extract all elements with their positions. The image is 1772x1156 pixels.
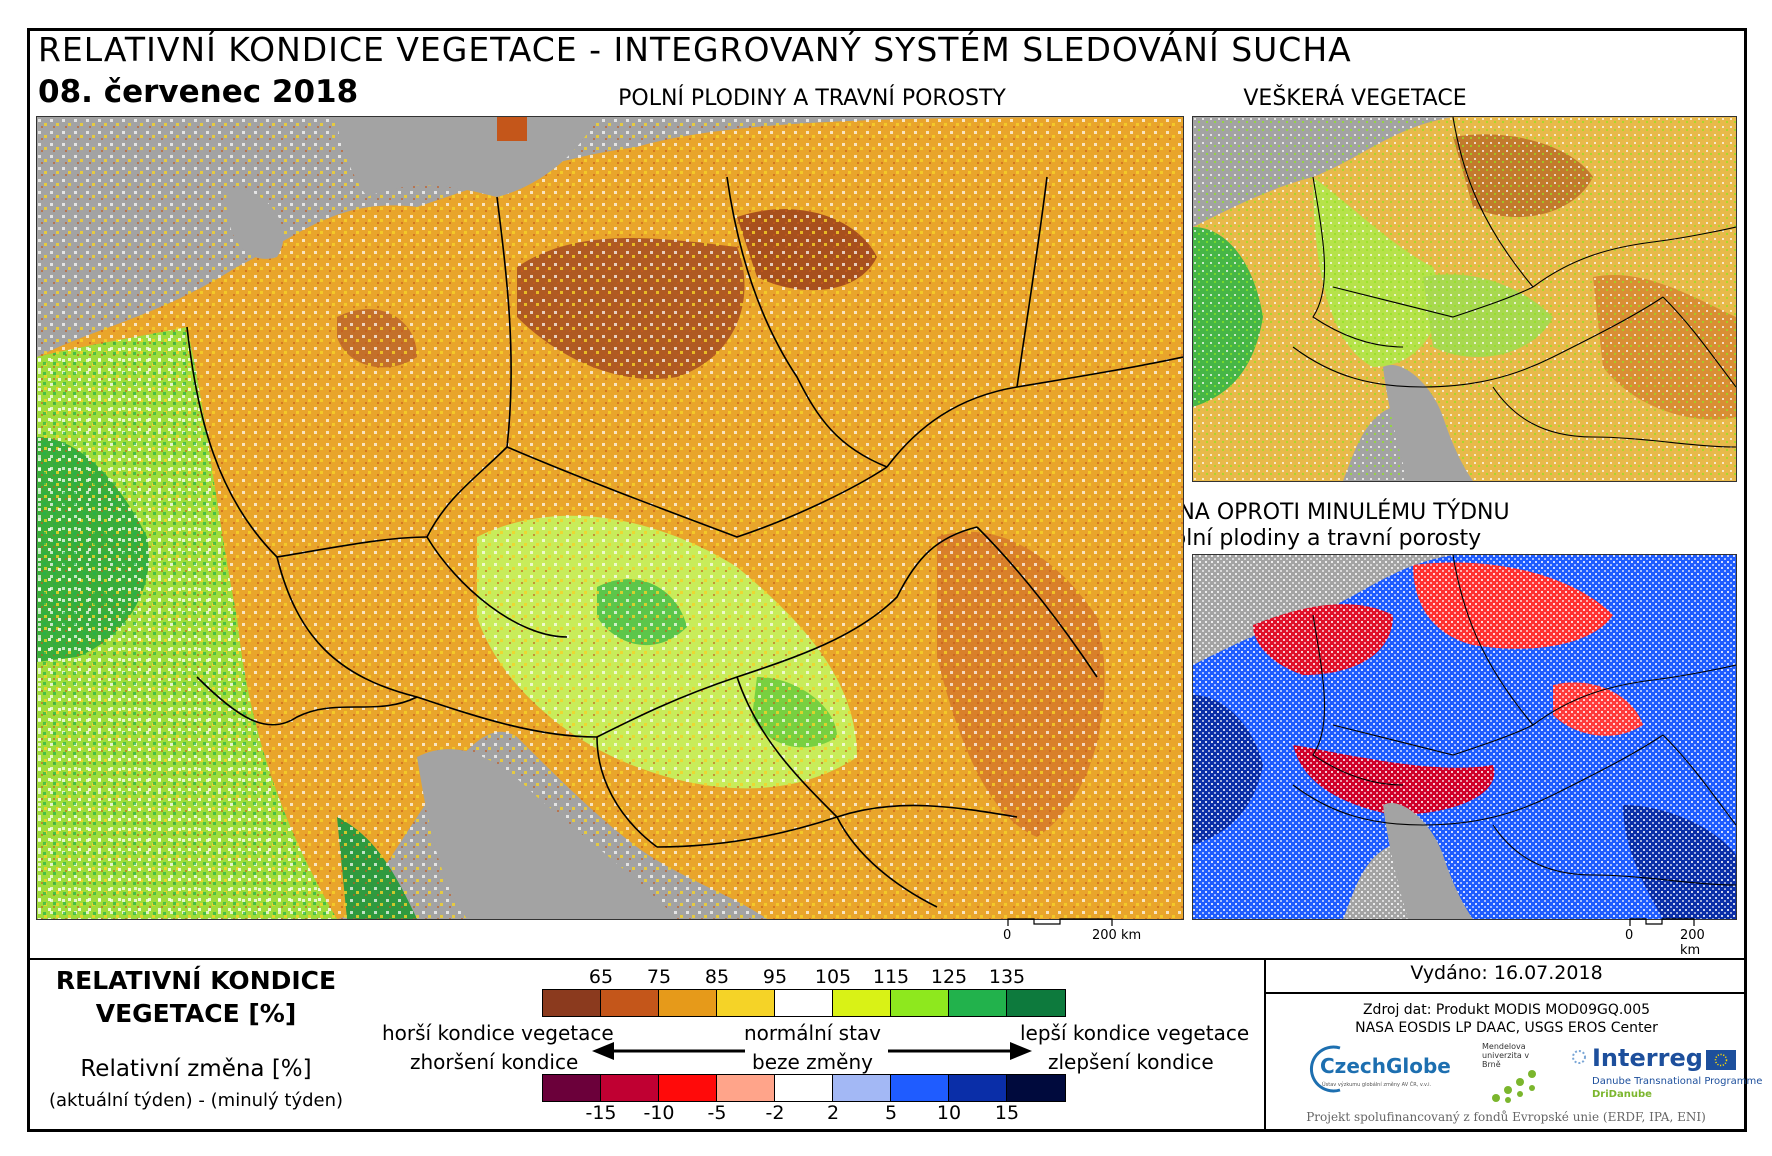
report-date: 08. červenec 2018: [38, 74, 359, 110]
legend-title-line2: VEGETACE [%]: [95, 999, 297, 1028]
page-title: RELATIVNÍ KONDICE VEGETACE - INTEGROVANÝ…: [38, 30, 1352, 69]
interreg-sun-icon: [1572, 1050, 1586, 1064]
change-tick-label: 15: [994, 1102, 1020, 1124]
condition-swatch: [659, 990, 717, 1016]
eu-funding-note: Projekt spolufinancovaný z fondů Evropsk…: [1306, 1110, 1706, 1124]
change-tick-label: -15: [585, 1102, 617, 1124]
normal-state-label: normální stav: [744, 1021, 882, 1045]
change-swatch: [775, 1075, 833, 1101]
change-scale-bar: 0 200 km: [1624, 916, 1724, 958]
condition-swatch: [891, 990, 949, 1016]
data-source-line1: Zdroj dat: Produkt MODIS MOD09GQ.005: [1362, 1002, 1651, 1018]
change-tick-label: 10: [936, 1102, 962, 1124]
change-tick-label: -2: [765, 1102, 785, 1124]
left-arrow-icon: [592, 1042, 745, 1060]
no-change-label: beze změny: [752, 1050, 873, 1074]
weekly-change-map: [1192, 554, 1737, 920]
change-tick-label: 5: [884, 1102, 898, 1124]
change-map-label-line2: polní plodiny a travní porosty: [1158, 526, 1482, 551]
data-source-line2: NASA EOSDIS LP DAAC, USGS EROS Center: [1355, 1020, 1658, 1036]
interreg-logo-text: Interreg: [1592, 1044, 1703, 1072]
change-map-label-line1: ZMĚNA OPROTI MINULÉMU TÝDNU: [1130, 500, 1510, 525]
condition-tick-label: 105: [814, 966, 852, 988]
change-swatch: [543, 1075, 601, 1101]
weekly-change-map-graphic: [1193, 555, 1736, 919]
condition-swatch: [775, 990, 833, 1016]
change-map-label: ZMĚNA OPROTI MINULÉMU TÝDNU polní plodin…: [1080, 500, 1560, 552]
main-scale-bar: 0 200 km: [1000, 916, 1150, 946]
change-swatch: [601, 1075, 659, 1101]
czechglobe-logo: CzechGlobe Ústav výzkumu globální změny …: [1306, 1042, 1476, 1102]
condition-swatch: [1007, 990, 1065, 1016]
change-legend-subtitle: (aktuální týden) - (minulý týden): [48, 1090, 344, 1111]
mendel-logo-text: Mendelova univerzita v Brně: [1482, 1042, 1530, 1069]
issued-divider: [1264, 992, 1747, 994]
main-map-label: POLNÍ PLODINY A TRAVNÍ POROSTY: [618, 86, 1006, 111]
condition-swatch: [717, 990, 775, 1016]
change-swatch: [891, 1075, 949, 1101]
change-tick-label: -10: [643, 1102, 675, 1124]
condition-tick-label: 85: [704, 966, 730, 988]
right-arrow-icon: [888, 1042, 1032, 1060]
worse-condition-label: horší kondice vegetace: [382, 1021, 614, 1045]
condition-swatch: [833, 990, 891, 1016]
change-swatch: [659, 1075, 717, 1101]
interreg-logo-subtext2: DriDanube: [1592, 1089, 1652, 1100]
worse-change-label: zhoršení kondice: [410, 1050, 579, 1074]
figure-frame: [27, 28, 1747, 1132]
issued-date: Vydáno: 16.07.2018: [1410, 962, 1603, 984]
mendel-dots-icon: [1492, 1070, 1536, 1103]
all-vegetation-map-graphic: [1193, 117, 1736, 481]
condition-swatch: [949, 990, 1007, 1016]
main-scale-label: 200 km: [1092, 928, 1142, 943]
change-scale-zero: 0: [1625, 928, 1634, 943]
better-condition-label: lepší kondice vegetace: [1020, 1021, 1250, 1045]
condition-tick-label: 135: [988, 966, 1026, 988]
info-divider: [1264, 960, 1266, 1132]
condition-swatch: [601, 990, 659, 1016]
interreg-logo: Interreg Danube Transnational Programme …: [1568, 1042, 1762, 1104]
interreg-logo-subtext1: Danube Transnational Programme: [1592, 1076, 1763, 1087]
condition-swatch: [543, 990, 601, 1016]
change-color-scale: [542, 1074, 1066, 1102]
condition-tick-label: 125: [930, 966, 968, 988]
condition-tick-labels: 65 75 85 95 105 115 125 135: [543, 966, 1073, 990]
change-tick-labels: -15 -10 -5 -2 2 5 10 15: [543, 1102, 1073, 1126]
change-tick-label: 2: [826, 1102, 840, 1124]
czechglobe-logo-subtext: Ústav výzkumu globální změny AV ČR, v.v.…: [1322, 1082, 1432, 1088]
mendel-university-logo: Mendelova univerzita v Brně: [1482, 1042, 1562, 1104]
change-swatch: [717, 1075, 775, 1101]
legend-title-line1: RELATIVNÍ KONDICE: [55, 966, 337, 995]
main-scale-bar-graphic: [1007, 918, 1113, 926]
change-swatch: [833, 1075, 891, 1101]
czechglobe-logo-text: CzechGlobe: [1320, 1054, 1451, 1078]
change-swatch: [1007, 1075, 1065, 1101]
condition-tick-label: 115: [872, 966, 910, 988]
legend-title: RELATIVNÍ KONDICE VEGETACE [%]: [36, 966, 356, 1028]
condition-tick-label: 95: [762, 966, 788, 988]
all-vegetation-map-label: VEŠKERÁ VEGETACE: [1243, 86, 1467, 111]
all-vegetation-map: [1192, 116, 1737, 482]
change-tick-label: -5: [707, 1102, 727, 1124]
eu-flag-icon: [1706, 1050, 1736, 1070]
czechglobe-arc-icon: [1309, 1045, 1341, 1093]
condition-tick-label: 75: [646, 966, 672, 988]
change-swatch: [949, 1075, 1007, 1101]
condition-tick-label: 65: [588, 966, 614, 988]
main-condition-map: [36, 116, 1184, 920]
main-scale-zero: 0: [1003, 928, 1012, 943]
legend-divider: [27, 958, 1747, 960]
main-map-graphic: [37, 117, 1183, 919]
change-scale-label: 200 km: [1680, 928, 1705, 958]
condition-color-scale: [542, 989, 1066, 1017]
change-scale-bar-graphic: [1629, 918, 1695, 926]
change-legend-title: Relativní změna [%]: [80, 1056, 312, 1082]
better-change-label: zlepšení kondice: [1048, 1050, 1214, 1074]
